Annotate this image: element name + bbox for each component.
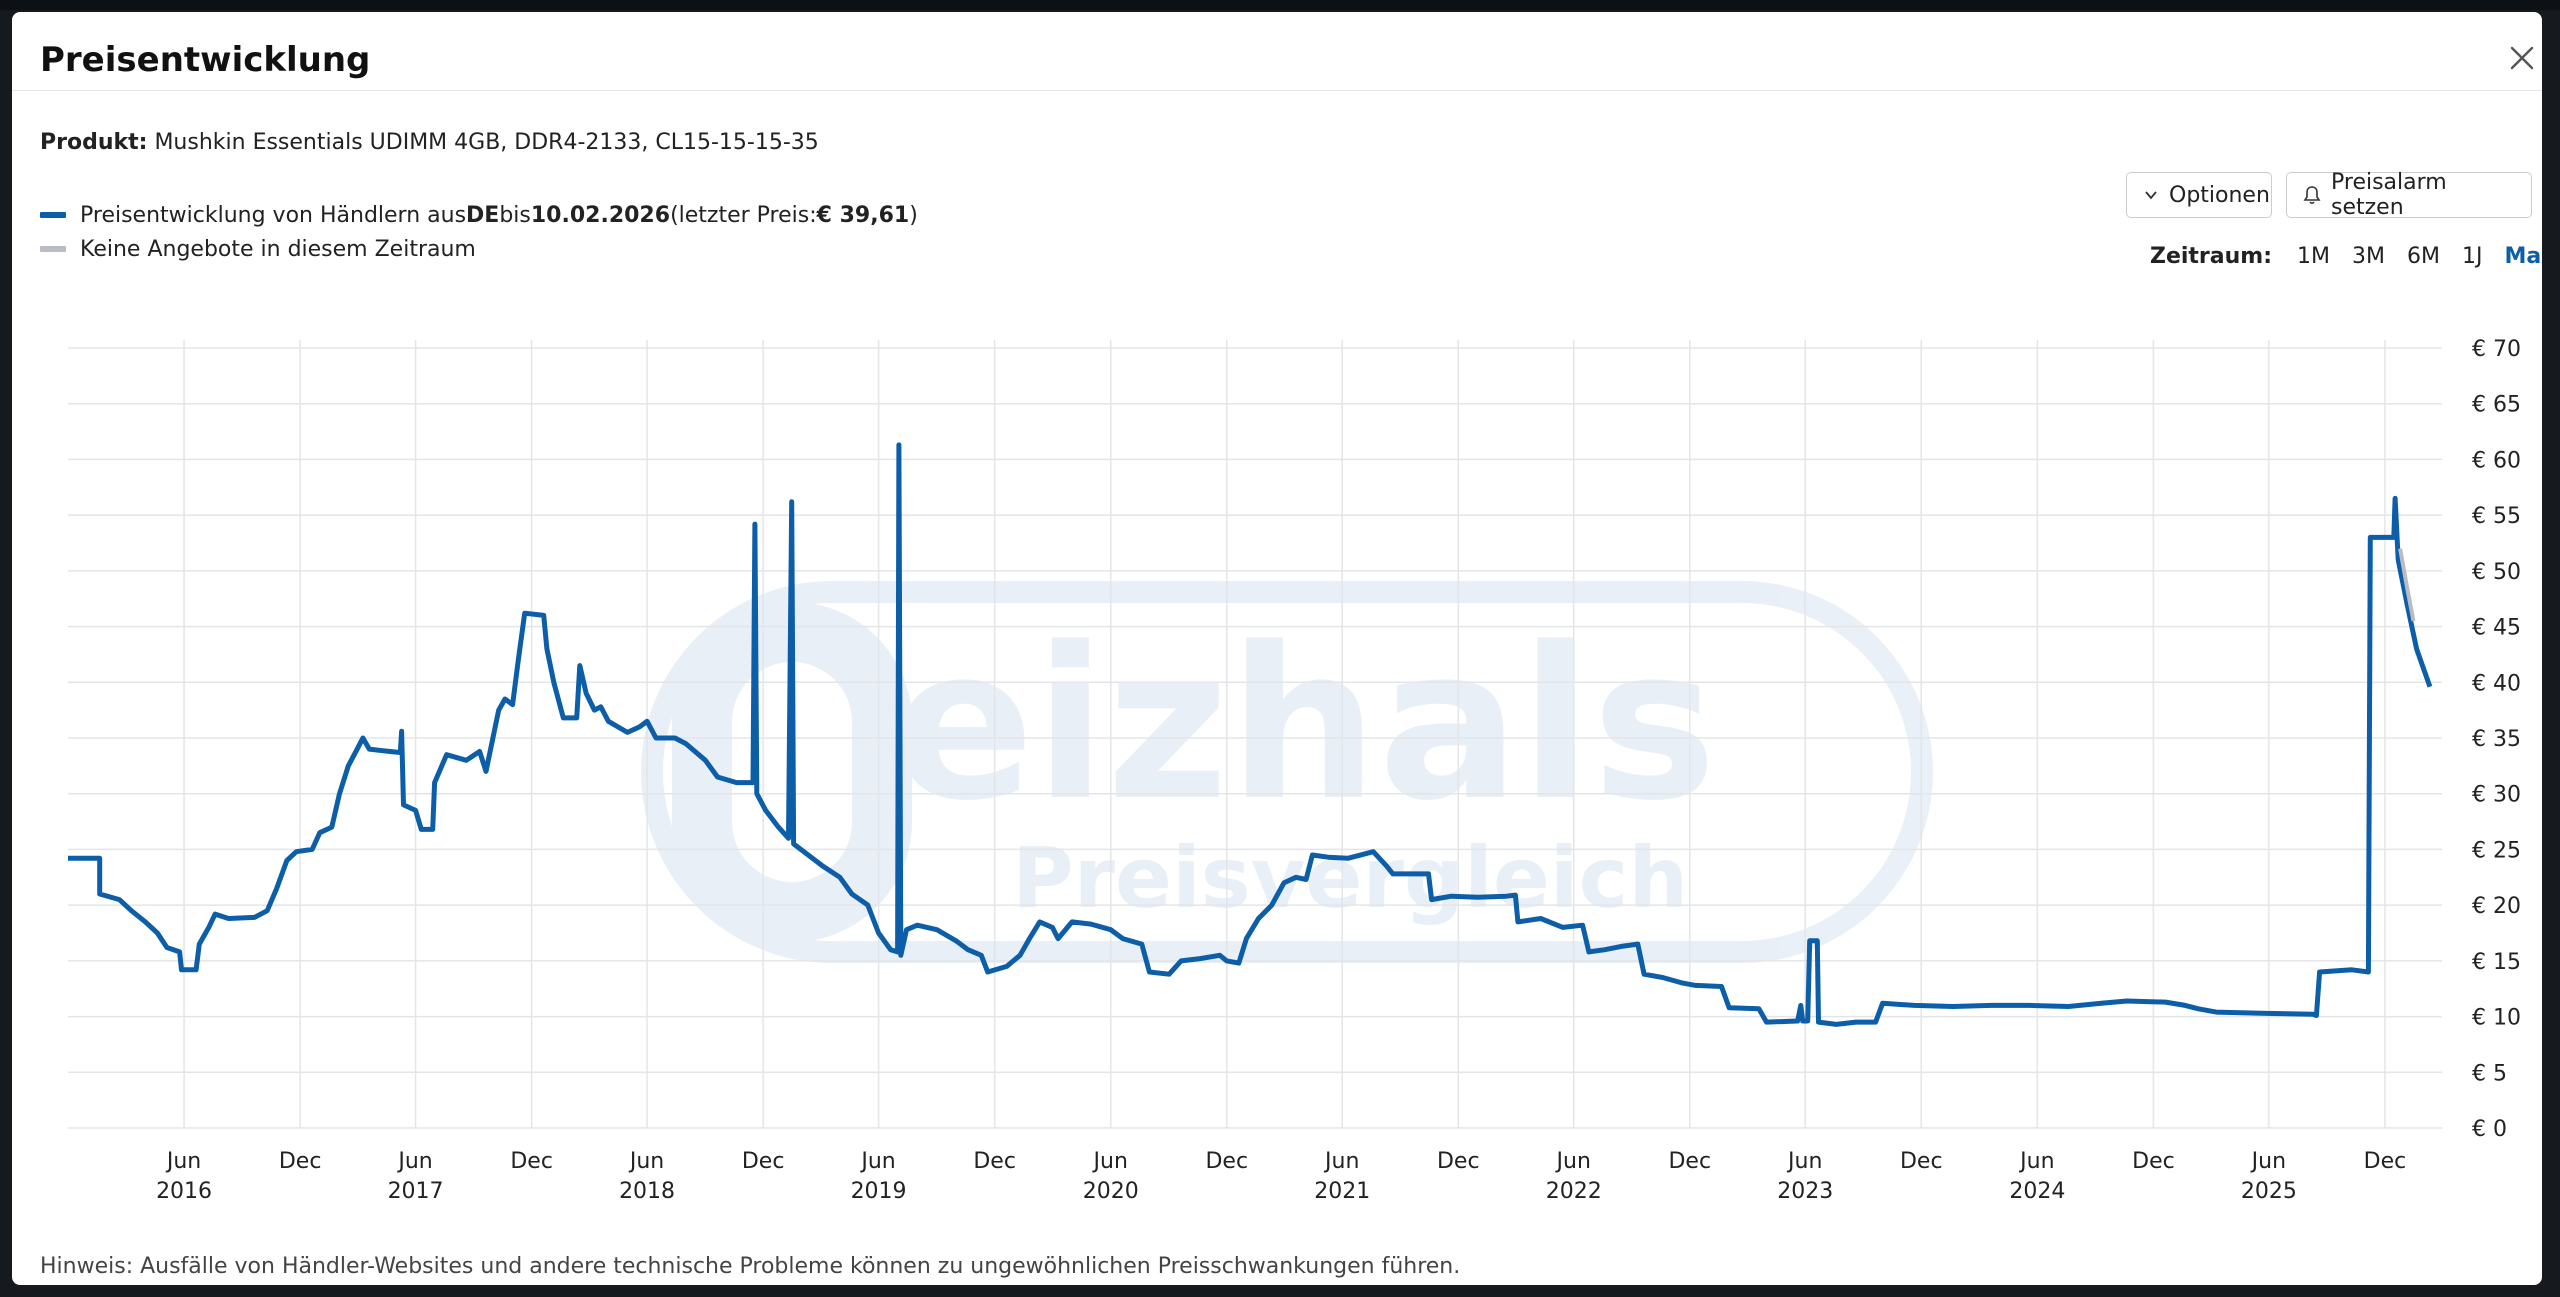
timerange-1j[interactable]: 1J — [2461, 244, 2483, 269]
close-icon — [2510, 46, 2534, 70]
x-tick-label: Dec — [1668, 1149, 1711, 1174]
options-button[interactable]: Optionen — [2126, 172, 2272, 218]
y-tick-label: € 50 — [2472, 560, 2521, 585]
x-tick-label: Jun — [396, 1149, 432, 1174]
series-line-price — [68, 442, 2433, 1027]
legend-entry-series: Preisentwicklung von Händlern aus DE bis… — [40, 198, 918, 232]
price-chart: eizhals Preisvergleich € 0 € 5 € 10 € 15 € 20 €… — [12, 322, 2542, 1226]
chart-legend: Preisentwicklung von Händlern aus DE bis… — [40, 198, 918, 266]
legend-text-mid: bis — [499, 202, 531, 228]
x-tick-year: 2017 — [388, 1179, 444, 1204]
watermark-sub: Preisvergleich — [1012, 829, 1688, 927]
x-tick-label: Jun — [1555, 1149, 1591, 1174]
options-label: Optionen — [2169, 182, 2270, 208]
y-tick-label: € 20 — [2472, 894, 2521, 919]
price-alarm-label: Preisalarm setzen — [2331, 170, 2447, 220]
y-tick-label: € 70 — [2472, 337, 2521, 362]
dialog-title: Preisentwicklung — [40, 40, 371, 80]
timerange-3m[interactable]: 3M — [2352, 244, 2385, 269]
legend-swatch-no-offers — [40, 246, 66, 252]
x-tick-year: 2023 — [1777, 1179, 1833, 1204]
x-tick-label: Dec — [2364, 1149, 2407, 1174]
x-tick-label: Dec — [279, 1149, 322, 1174]
series-line-no-offers — [2398, 548, 2416, 622]
y-tick-label: € 40 — [2472, 671, 2521, 696]
product-label: Produkt: — [40, 130, 148, 155]
legend-date: 10.02.2026 — [530, 202, 671, 228]
x-tick-year: 2021 — [1314, 1179, 1370, 1204]
x-tick-label: Jun — [1092, 1149, 1128, 1174]
timerange-6m[interactable]: 6M — [2406, 244, 2440, 269]
x-tick-year: 2018 — [619, 1179, 675, 1204]
x-tick-year: 2016 — [156, 1179, 212, 1204]
x-tick-label: Dec — [1205, 1149, 1248, 1174]
watermark-brand: eizhals — [892, 602, 1717, 847]
timerange-max[interactable]: Max — [2504, 244, 2542, 269]
x-tick-label: Dec — [2132, 1149, 2175, 1174]
y-tick-label: € 35 — [2472, 727, 2521, 752]
x-tick-label: Dec — [1900, 1149, 1943, 1174]
y-tick-label: € 15 — [2472, 950, 2521, 975]
close-button[interactable] — [2502, 38, 2542, 78]
x-tick-label: Jun — [628, 1149, 664, 1174]
x-tick-year: 2024 — [2009, 1179, 2065, 1204]
y-tick-label: € 45 — [2472, 616, 2521, 641]
legend-no-offers-text: Keine Angebote in diesem Zeitraum — [80, 236, 476, 262]
price-history-dialog: Preisentwicklung Produkt: Mushkin Essent… — [12, 12, 2542, 1285]
x-tick-label: Dec — [1437, 1149, 1480, 1174]
x-tick-year: 2025 — [2241, 1179, 2297, 1204]
product-name: Mushkin Essentials UDIMM 4GB, DDR4-2133,… — [154, 130, 819, 155]
bell-icon — [2303, 185, 2321, 205]
legend-country: DE — [466, 202, 500, 228]
y-tick-label: € 30 — [2472, 783, 2521, 808]
price-alarm-button[interactable]: Preisalarm setzen — [2286, 170, 2532, 220]
x-tick-year: 2020 — [1083, 1179, 1139, 1204]
dialog-header: Preisentwicklung — [12, 12, 2542, 91]
timerange-label: Zeitraum: — [2150, 244, 2273, 269]
y-tick-label: € 65 — [2472, 393, 2521, 418]
legend-last-price: € 39,61 — [816, 202, 910, 228]
page-backdrop — [0, 0, 2560, 10]
timerange-selector: Zeitraum: 1M 3M 6M 1J Max — [2150, 244, 2542, 269]
x-tick-label: Jun — [2250, 1149, 2286, 1174]
y-tick-label: € 25 — [2472, 838, 2521, 863]
footer-note: Hinweis: Ausfälle von Händler-Websites u… — [40, 1254, 1461, 1279]
chevron-down-icon — [2143, 187, 2159, 203]
x-tick-label: Jun — [1323, 1149, 1359, 1174]
x-tick-year: 2019 — [851, 1179, 907, 1204]
x-tick-year: 2022 — [1546, 1179, 1602, 1204]
legend-swatch-series — [40, 212, 66, 218]
legend-text-last: (letzter Preis: — [670, 202, 817, 228]
legend-entry-no-offers: Keine Angebote in diesem Zeitraum — [40, 232, 918, 266]
y-tick-label: € 0 — [2472, 1117, 2507, 1142]
legend-text-close: ) — [909, 202, 918, 228]
y-tick-label: € 5 — [2472, 1061, 2507, 1086]
y-tick-label: € 10 — [2472, 1006, 2521, 1031]
x-tick-label: Jun — [2018, 1149, 2054, 1174]
y-tick-label: € 55 — [2472, 504, 2521, 529]
x-tick-label: Dec — [510, 1149, 553, 1174]
y-tick-label: € 60 — [2472, 448, 2521, 473]
x-tick-label: Dec — [973, 1149, 1016, 1174]
x-tick-label: Jun — [165, 1149, 201, 1174]
x-tick-label: Jun — [859, 1149, 895, 1174]
x-tick-label: Dec — [742, 1149, 785, 1174]
product-line: Produkt: Mushkin Essentials UDIMM 4GB, D… — [40, 130, 819, 155]
timerange-1m[interactable]: 1M — [2297, 244, 2330, 269]
x-tick-label: Jun — [1786, 1149, 1822, 1174]
legend-text-before: Preisentwicklung von Händlern aus — [80, 202, 467, 228]
